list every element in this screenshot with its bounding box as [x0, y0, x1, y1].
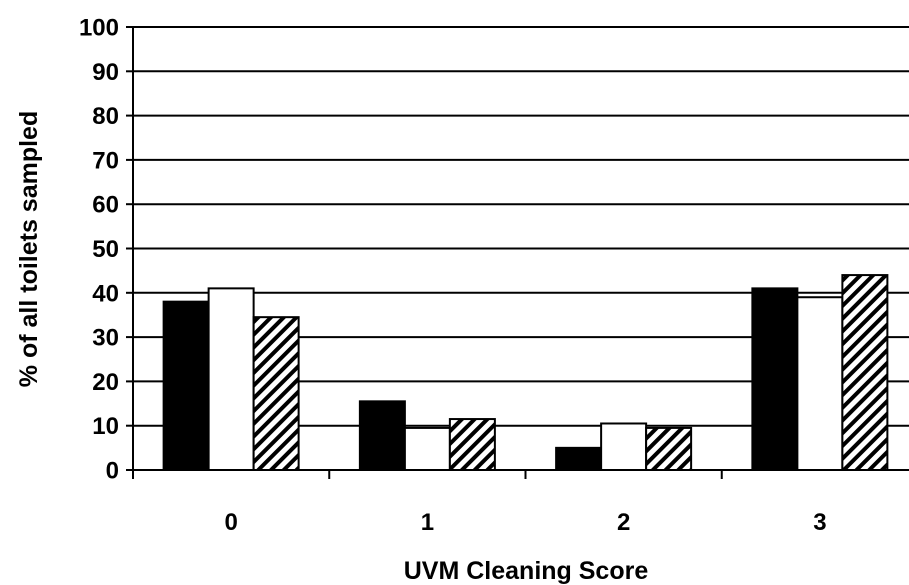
- bar-series-1-cat-3: [751, 287, 799, 471]
- bar-series-3-cat-1: [448, 418, 496, 471]
- y-tick-labels: 0 10 20 30 40 50 60 70 80 90 100: [79, 15, 119, 485]
- bar-series-2-cat-0: [207, 287, 255, 471]
- x-tick-labels: 0 1 2 3: [224, 509, 826, 536]
- bar-series-2-cat-1: [403, 426, 451, 472]
- y-tick-label: 40: [92, 280, 119, 307]
- x-tick-label: 3: [813, 509, 826, 536]
- axes: [126, 26, 909, 479]
- bars: [162, 274, 889, 472]
- bar-series-2-cat-3: [796, 296, 844, 472]
- bar-series-3-cat-0: [252, 316, 300, 472]
- bar-series-3-cat-2: [645, 426, 693, 472]
- bar-series-1-cat-1: [358, 400, 406, 471]
- y-tick-label: 10: [92, 413, 119, 440]
- y-tick-label: 90: [92, 59, 119, 86]
- y-tick-label: 80: [92, 103, 119, 130]
- y-tick-label: 70: [92, 147, 119, 174]
- bar-series-3-cat-3: [841, 274, 889, 471]
- y-axis-title: % of all toilets sampled: [15, 111, 43, 387]
- y-tick-label: 30: [92, 325, 119, 352]
- bar-series-2-cat-2: [600, 422, 648, 471]
- x-tick-label: 2: [617, 509, 630, 536]
- y-tick-label: 60: [92, 192, 119, 219]
- bar-series-1-cat-0: [162, 300, 210, 471]
- y-tick-label: 50: [92, 236, 119, 263]
- x-tick-label: 0: [224, 509, 237, 536]
- bar-series-1-cat-2: [555, 446, 603, 472]
- x-tick-label: 1: [421, 509, 434, 536]
- y-tick-label: 100: [79, 15, 119, 42]
- x-axis-title: UVM Cleaning Score: [404, 557, 649, 585]
- y-tick-label: 0: [106, 458, 119, 485]
- y-tick-label: 20: [92, 369, 119, 396]
